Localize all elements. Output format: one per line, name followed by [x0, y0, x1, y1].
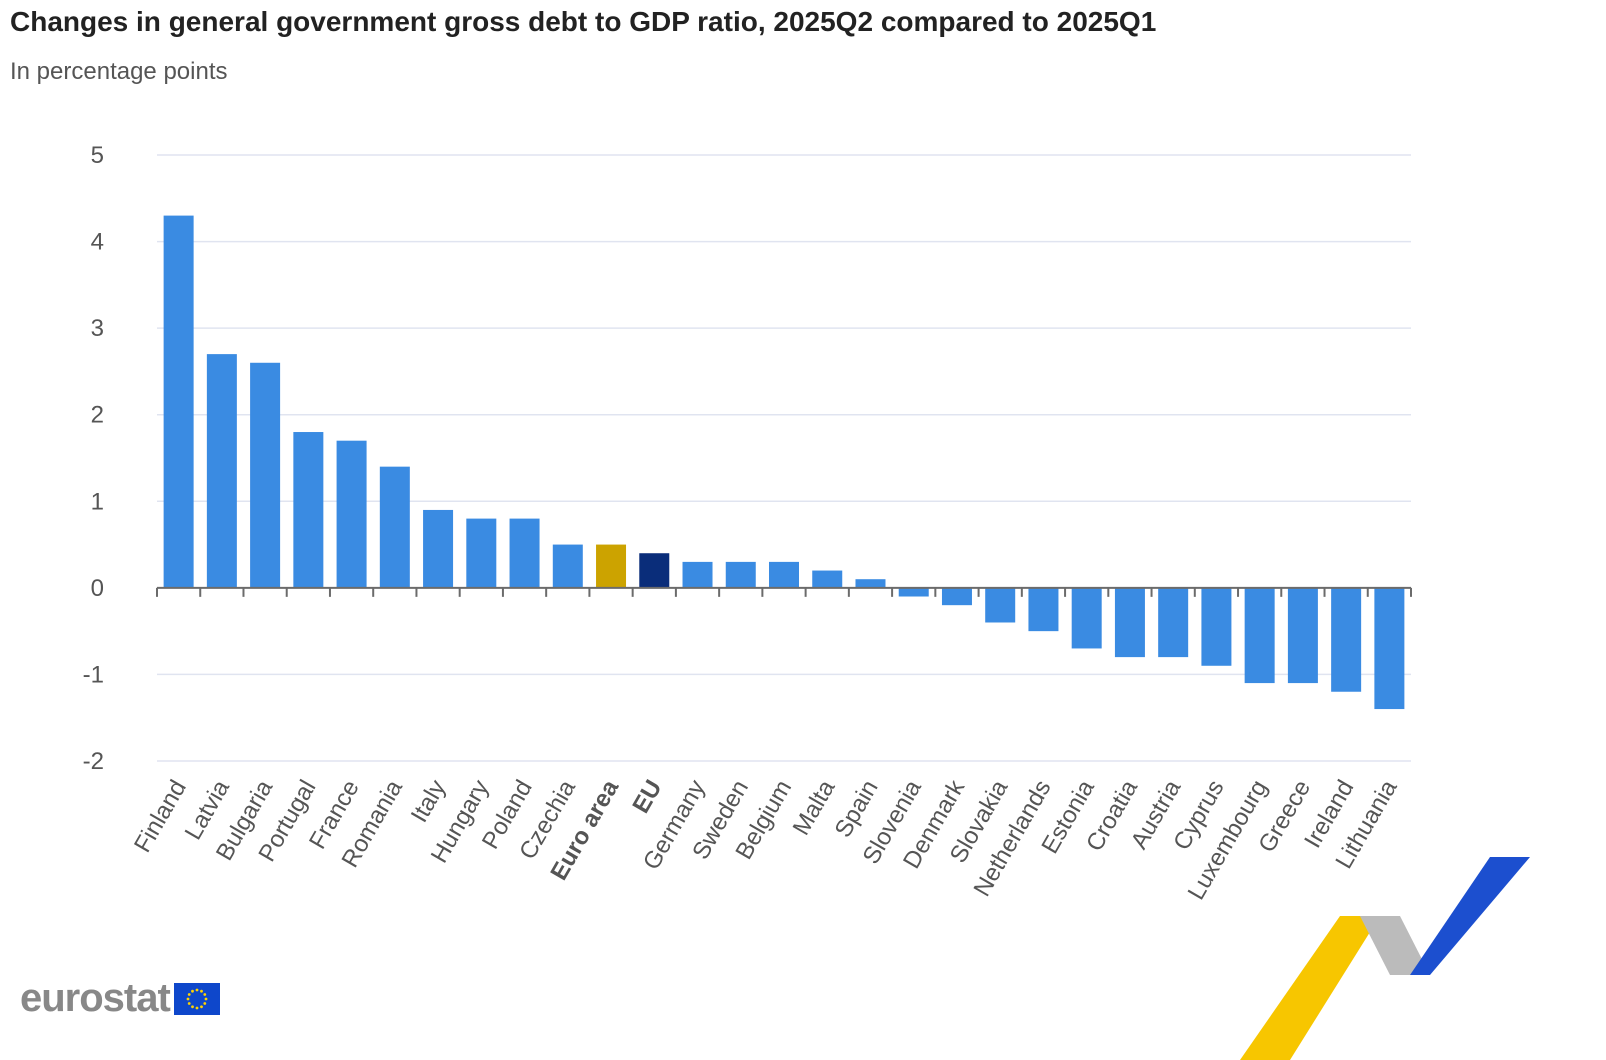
swoosh-grey [1360, 916, 1430, 975]
chart-title: Changes in general government gross debt… [10, 6, 1157, 37]
eu-flag-icon [173, 982, 220, 1015]
bar [1158, 587, 1189, 658]
bar [552, 544, 583, 588]
x-tick-label: Italy [406, 776, 451, 828]
swoosh-blue [1410, 857, 1530, 975]
bar [682, 561, 713, 588]
bar [206, 354, 237, 588]
bar [1244, 587, 1275, 684]
flag-star [195, 988, 199, 991]
bar [855, 579, 886, 588]
bar [250, 362, 281, 588]
bar [1201, 587, 1232, 666]
bar [509, 518, 540, 588]
bar [725, 561, 756, 588]
flag-star [199, 989, 203, 993]
bar [1071, 587, 1102, 649]
y-tick-label: 4 [91, 229, 104, 256]
bar [1331, 587, 1362, 692]
bar [336, 440, 367, 588]
chart-subtitle: In percentage points [10, 58, 228, 85]
bar [466, 518, 497, 588]
bar [379, 466, 410, 588]
flag-star [187, 1001, 191, 1005]
flag-star [203, 992, 207, 996]
bar [769, 561, 799, 588]
flag-star [187, 992, 191, 996]
bar [985, 587, 1016, 623]
y-tick-label: -1 [83, 661, 104, 688]
y-tick-label: 3 [91, 315, 104, 342]
bar [639, 553, 670, 588]
bar [163, 215, 194, 588]
bar [423, 509, 454, 588]
bar [1028, 587, 1059, 632]
y-tick-label: 5 [91, 142, 104, 169]
y-tick-label: -2 [83, 748, 104, 775]
bar [941, 587, 972, 606]
logo-text: eurostat [20, 976, 171, 1020]
bar [1287, 587, 1318, 684]
flag-star [190, 989, 194, 993]
bar [812, 570, 843, 588]
swoosh-yellow [1240, 916, 1380, 1060]
bar [898, 587, 929, 597]
flag-star [199, 1004, 203, 1008]
eurostat-logo: eurostat [20, 976, 220, 1021]
y-tick-label: 1 [91, 488, 104, 515]
flag-star [190, 1004, 194, 1008]
x-tick-label: Finland [129, 776, 192, 858]
bar [293, 432, 324, 588]
x-tick-label: EU [627, 776, 667, 818]
bar [1114, 587, 1145, 658]
flag-star [186, 997, 190, 1000]
bar [596, 544, 627, 588]
flag-star [195, 1006, 199, 1009]
y-tick-label: 0 [91, 575, 104, 602]
flag-star [203, 1001, 207, 1005]
y-tick-label: 2 [91, 402, 104, 429]
bar [1374, 587, 1405, 710]
flag-star [204, 997, 208, 1000]
